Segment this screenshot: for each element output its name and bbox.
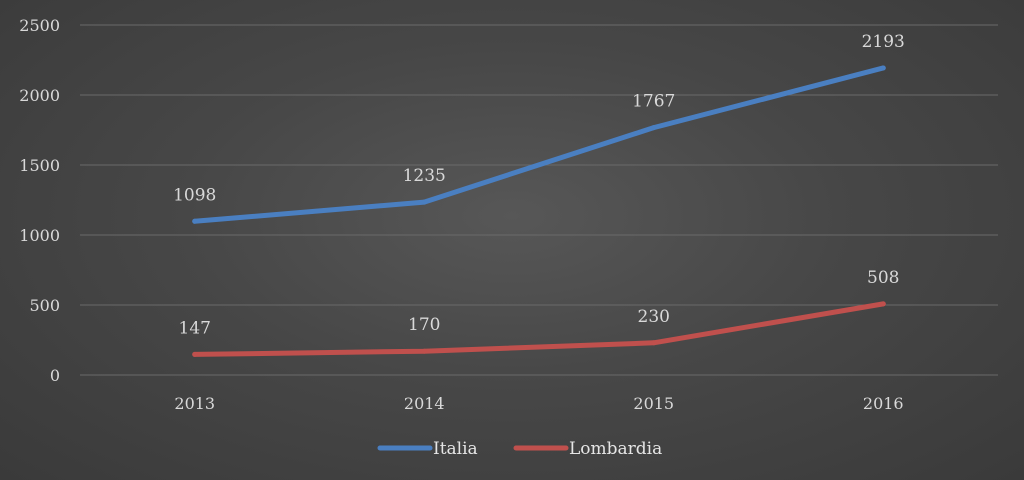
data-point xyxy=(421,199,427,205)
data-point xyxy=(880,301,886,307)
data-point xyxy=(421,348,427,354)
y-tick-label: 2000 xyxy=(19,86,60,105)
x-axis-ticks: 2013 2014 2015 2016 xyxy=(174,394,903,413)
data-label: 147 xyxy=(179,318,211,338)
y-tick-label: 0 xyxy=(50,366,60,385)
x-tick-label: 2016 xyxy=(863,394,904,413)
y-tick-label: 1500 xyxy=(19,156,60,175)
y-tick-label: 2500 xyxy=(19,16,60,35)
y-tick-label: 1000 xyxy=(19,226,60,245)
data-label: 230 xyxy=(638,307,670,327)
data-label: 1098 xyxy=(173,185,216,205)
series-line-italia xyxy=(192,65,886,224)
gridlines xyxy=(80,24,998,376)
data-point xyxy=(651,125,657,131)
data-point xyxy=(192,351,198,357)
data-label: 1235 xyxy=(403,166,446,186)
x-tick-label: 2013 xyxy=(174,394,215,413)
series-line-lombardia xyxy=(192,301,886,357)
x-tick-label: 2015 xyxy=(633,394,674,413)
y-tick-label: 500 xyxy=(29,296,60,315)
legend: Italia Lombardia xyxy=(377,439,662,459)
legend-label-italia: Italia xyxy=(433,439,478,459)
legend-label-lombardia: Lombardia xyxy=(569,439,662,459)
data-label: 170 xyxy=(408,315,440,335)
y-axis-ticks: 0 500 1000 1500 2000 2500 xyxy=(19,16,60,385)
data-label: 1767 xyxy=(632,92,675,112)
x-tick-label: 2014 xyxy=(404,394,445,413)
data-label: 508 xyxy=(867,268,899,288)
data-label: 2193 xyxy=(862,32,905,52)
data-point xyxy=(651,340,657,346)
data-point xyxy=(192,218,198,224)
series-lines xyxy=(192,65,886,357)
data-labels: 1098 1235 1767 2193 147 170 230 508 xyxy=(173,32,905,338)
data-point xyxy=(880,65,886,71)
